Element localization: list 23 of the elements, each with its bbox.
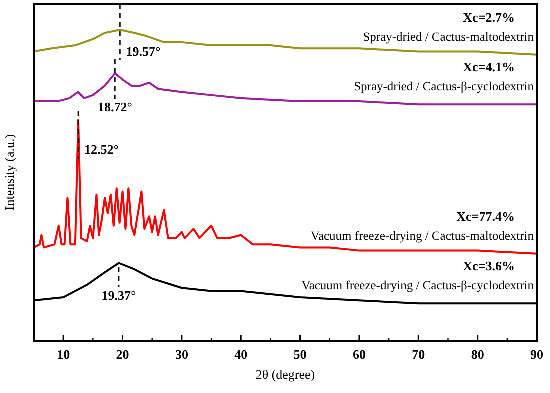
annotation: 12.52° — [84, 142, 119, 158]
annotation: Xc=77.4% — [456, 208, 515, 224]
annotation: 19.57° — [126, 44, 161, 59]
series-label: Spray-dried / Cactus-β-cyclodextrin — [354, 80, 535, 94]
x-tick-label: 40 — [234, 347, 248, 362]
x-tick-label: 80 — [471, 347, 484, 362]
y-axis-title: Intensity (a.u.) — [2, 134, 17, 211]
annotation: 18.72° — [98, 100, 132, 115]
x-tick-label: 10 — [57, 347, 70, 362]
x-tick-label: 50 — [294, 347, 307, 362]
x-axis-title: 2θ (degree) — [256, 367, 316, 382]
series-label: Vacuum freeze-drying / Cactus-β-cyclodextrin — [302, 278, 535, 293]
series-label: Spray-dried / Cactus-maltodextrin — [363, 30, 535, 44]
annotation: 19.37° — [102, 288, 136, 304]
series-label: Vacuum freeze-drying / Cactus-maltodextrin — [310, 228, 535, 243]
text: Xc=2.7% — [463, 10, 515, 25]
x-tick-label: 20 — [116, 347, 130, 362]
annotation: Xc=3.6% — [463, 258, 515, 274]
x-tick-label: 30 — [175, 347, 188, 362]
x-tick-label: 70 — [412, 347, 426, 362]
annotation: Xc=4.1% — [463, 60, 515, 75]
x-tick-label: 60 — [352, 347, 366, 362]
x-tick-label: 90 — [530, 347, 544, 362]
